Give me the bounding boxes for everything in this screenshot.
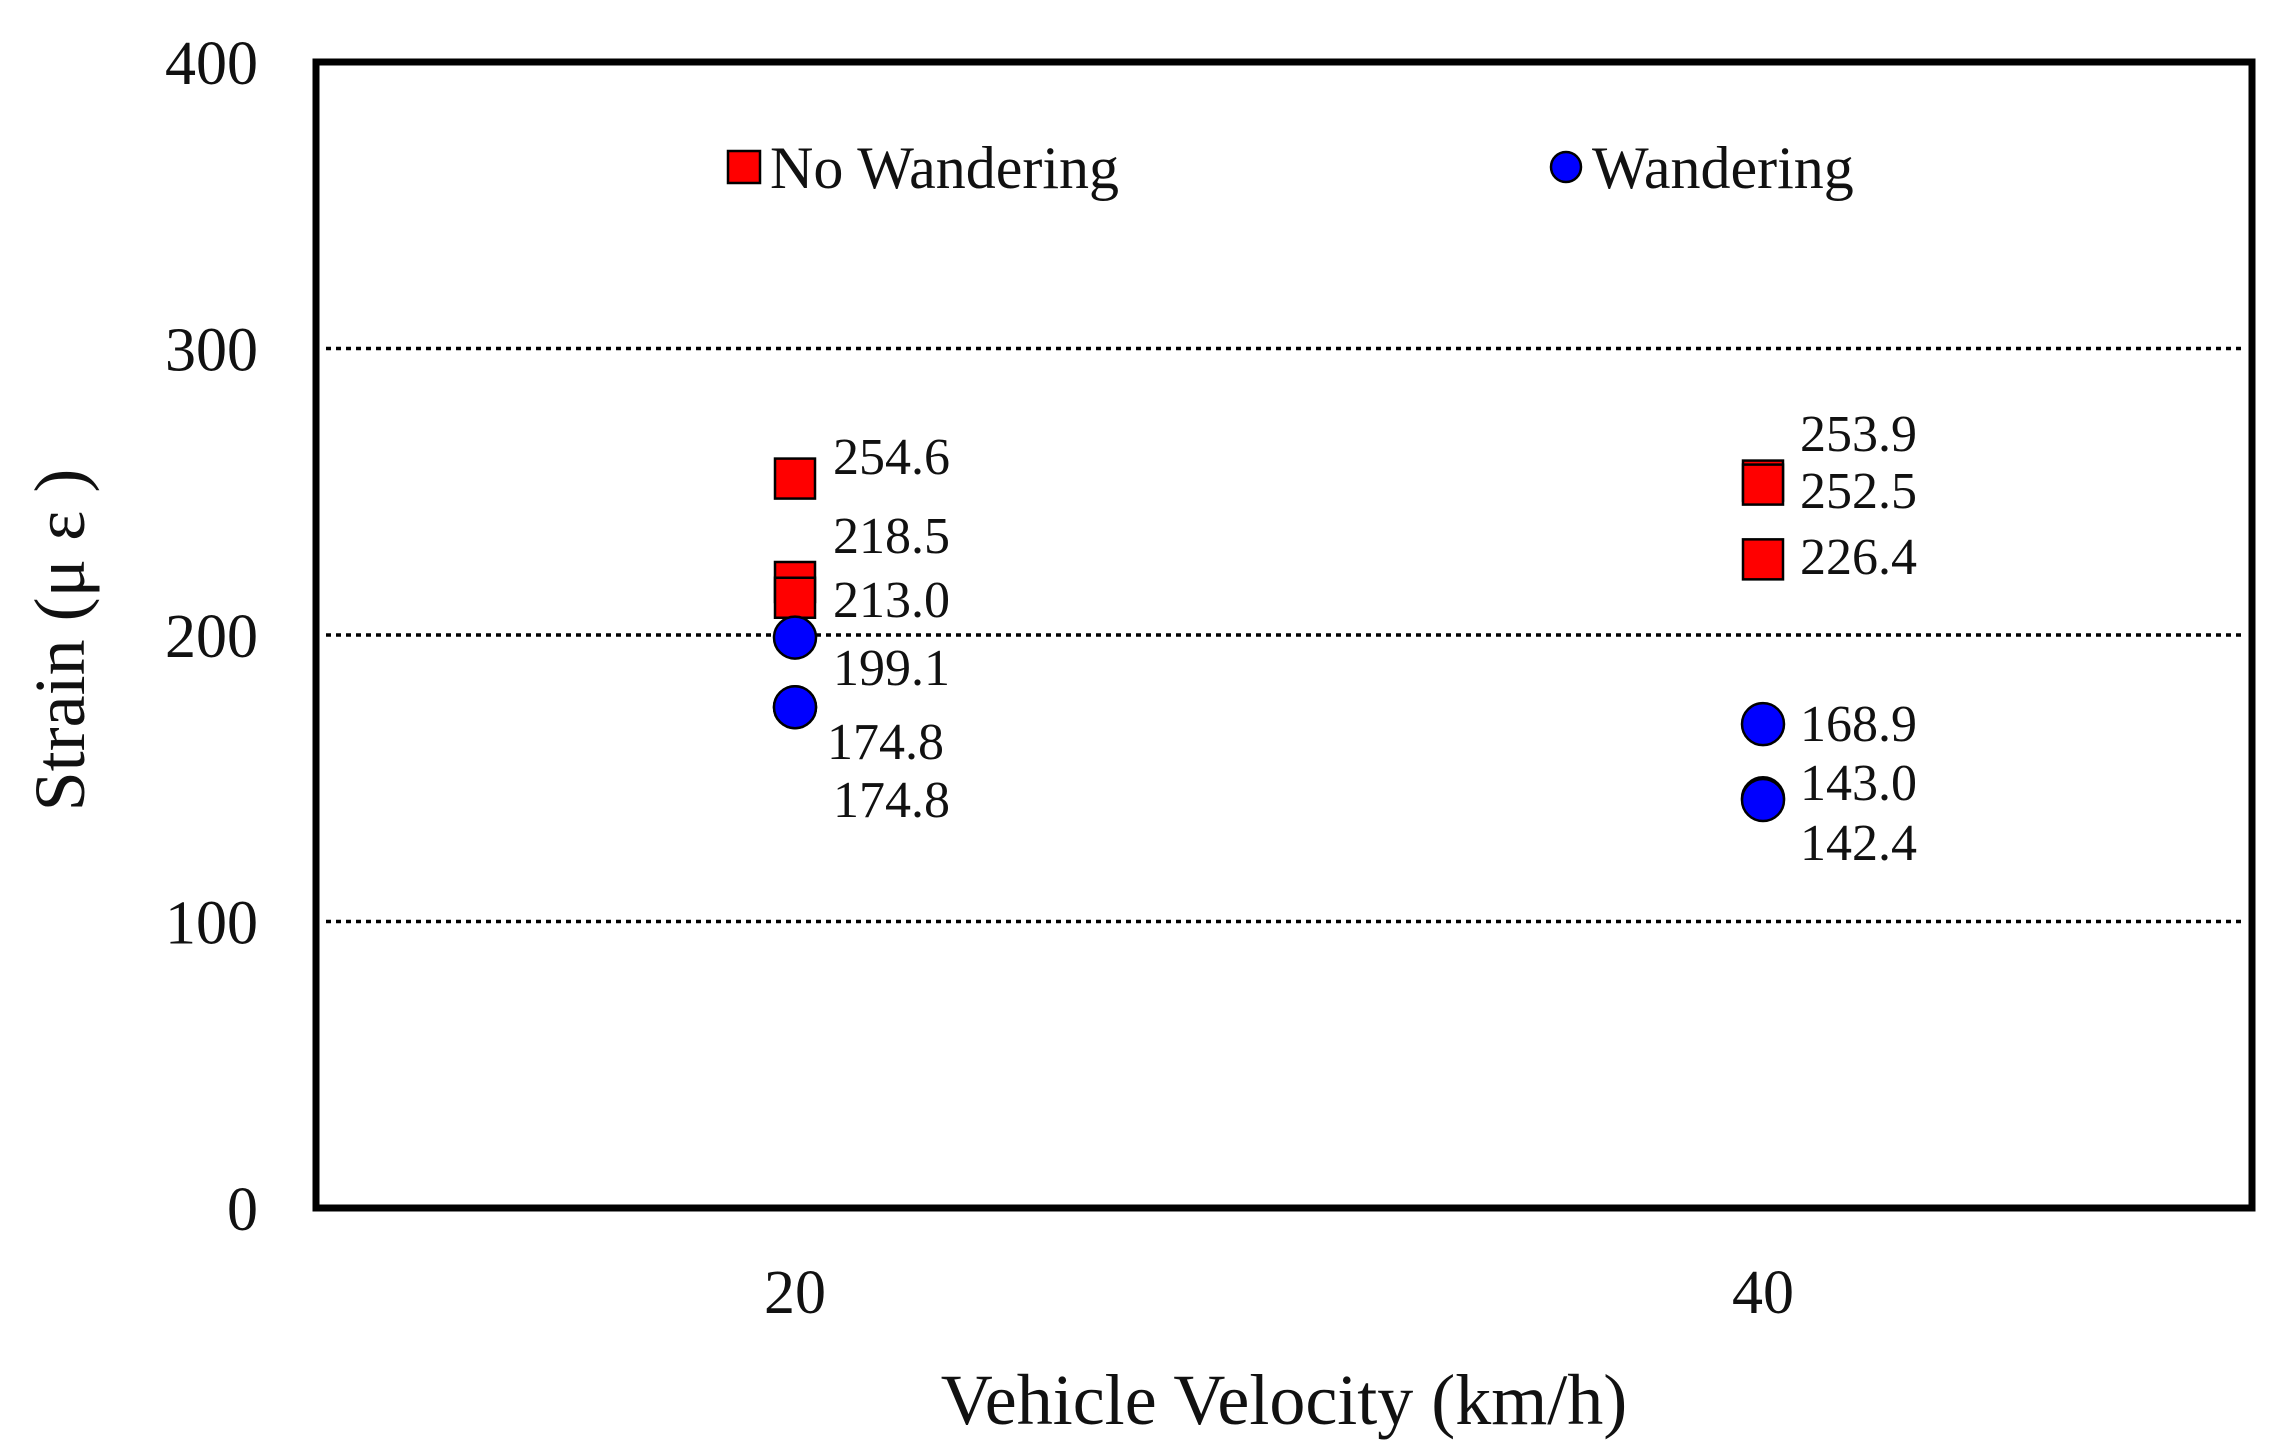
legend: No Wandering Wandering	[726, 135, 1854, 201]
x-tick-label: 20	[764, 1259, 826, 1327]
data-label: 218.5	[833, 508, 950, 565]
data-label: 213.0	[833, 572, 950, 629]
data-label: 253.9	[1800, 406, 1917, 463]
data-label: 143.0	[1800, 755, 1917, 812]
plot-frame	[312, 58, 2256, 1212]
grid-lines	[326, 346, 2245, 924]
marker-wandering	[772, 684, 818, 730]
data-label: 254.6	[833, 429, 950, 486]
legend-marker-wandering	[1549, 150, 1583, 184]
y-tick-label: 400	[165, 30, 258, 98]
data-label: 142.4	[1800, 815, 1917, 872]
x-axis-ticks: 20 40	[764, 1259, 1794, 1327]
data-label: 199.1	[833, 640, 950, 697]
y-axis-ticks: 0 100 200 300 400	[165, 30, 258, 1244]
x-axis-label: Vehicle Velocity (km/h)	[941, 1360, 1628, 1440]
marker-no-wandering	[773, 576, 817, 620]
data-label: 252.5	[1800, 463, 1917, 520]
y-axis-label: Strain (μ ε )	[20, 469, 100, 812]
y-tick-label: 0	[227, 1176, 258, 1244]
marker-wandering	[772, 615, 818, 660]
data-points	[772, 457, 1786, 823]
data-label: 226.4	[1800, 529, 1917, 586]
y-tick-label: 100	[165, 890, 258, 958]
marker-no-wandering	[773, 457, 817, 500]
data-label: 174.8	[827, 714, 944, 771]
legend-label-wandering: Wandering	[1592, 135, 1854, 201]
y-tick-label: 300	[165, 317, 258, 385]
marker-wandering	[1740, 777, 1786, 823]
legend-label-no-wandering: No Wandering	[770, 135, 1119, 201]
data-label: 168.9	[1800, 696, 1917, 753]
legend-marker-no-wandering	[726, 149, 762, 185]
marker-wandering	[1740, 701, 1786, 747]
data-label: 174.8	[833, 772, 950, 829]
y-tick-label: 200	[165, 603, 258, 671]
marker-no-wandering	[1741, 538, 1785, 581]
marker-no-wandering	[1741, 463, 1785, 506]
x-tick-label: 40	[1732, 1259, 1794, 1327]
